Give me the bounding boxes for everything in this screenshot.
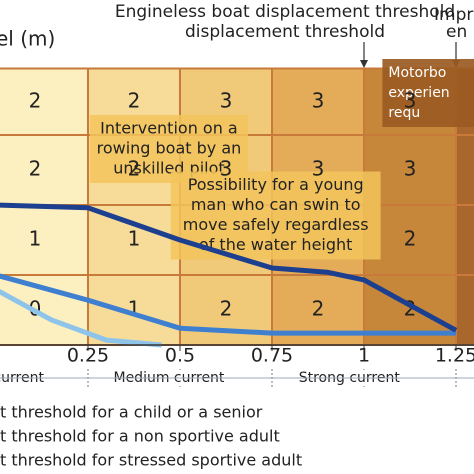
threshold-line — [0, 273, 456, 336]
cell-value: 3 — [220, 88, 233, 112]
cell-value: 2 — [128, 157, 141, 181]
cell-value: 2 — [29, 88, 42, 112]
cell-value: 2 — [312, 297, 325, 321]
cell-value: 2 — [404, 227, 417, 251]
cell-value: 3 — [404, 157, 417, 181]
legend-label: t threshold for a child or a senior — [0, 403, 263, 422]
cell-value: 3 — [312, 157, 325, 181]
cell-value: 1 — [128, 227, 141, 251]
chart-title: displacement threshold — [185, 22, 385, 42]
annotation-text: of the water height — [199, 235, 353, 254]
y-axis-label: el (m) — [0, 27, 55, 51]
threshold-arrow — [360, 60, 368, 68]
cell-value: 2 — [220, 297, 233, 321]
annotation-text: Possibility for a young — [188, 175, 364, 194]
annotation-text: Intervention on a — [100, 119, 238, 138]
annotation-text: man who can swin to — [191, 195, 361, 214]
x-tick-label: 1.25 — [435, 345, 474, 367]
annotation-text: requ — [388, 105, 420, 121]
annotation-box — [170, 171, 381, 260]
chart-title: Impr — [434, 5, 473, 25]
annotation-box — [382, 59, 474, 127]
x-tick-label: 0.25 — [67, 345, 109, 367]
x-tick-label: 0.75 — [251, 345, 293, 367]
cell-value: 2 — [29, 157, 42, 181]
cell-value: 2 — [128, 88, 141, 112]
threshold-line — [0, 202, 458, 333]
legend-label: t threshold for a non sportive adult — [0, 427, 280, 446]
annotation-text: move safely regardless — [183, 215, 369, 234]
chart-title: en — [446, 22, 467, 42]
annotation-text: Motorbo — [388, 65, 446, 81]
threshold-line — [0, 289, 162, 348]
cell-value: 3 — [404, 88, 417, 112]
x-tick-label: 1 — [358, 345, 370, 367]
cell-value: 3 — [220, 157, 233, 181]
annotation-text: rowing boat by an — [97, 139, 242, 158]
cell-value: 3 — [312, 88, 325, 112]
legend-label: t threshold for stressed sportive adult — [0, 451, 302, 470]
chart-title: Engineless boat displacement threshold — [115, 2, 455, 22]
x-tick-label: 0.5 — [165, 345, 195, 367]
cell-value: 1 — [29, 227, 42, 251]
column-band — [88, 68, 180, 345]
annotation-text: experien — [388, 85, 449, 101]
